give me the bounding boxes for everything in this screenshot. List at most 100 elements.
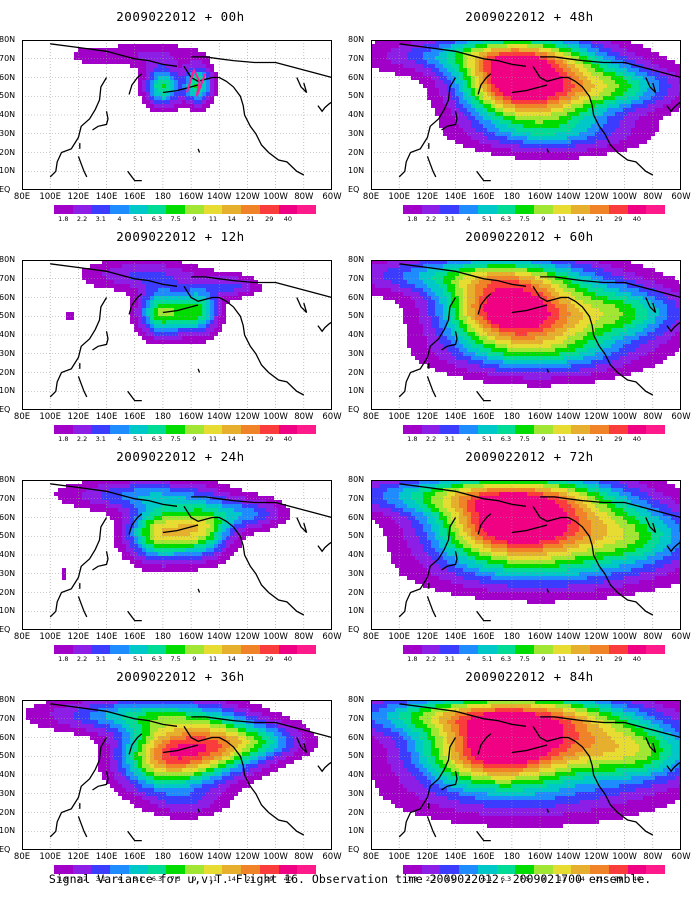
lat-label: 80N: [0, 35, 16, 44]
lat-label: 60N: [0, 512, 16, 522]
lat-label: EQ: [0, 405, 11, 414]
lon-label: 100E: [388, 192, 410, 202]
lat-label: 50N: [348, 311, 365, 321]
lat-label: 30N: [348, 348, 365, 358]
lat-label: 50N: [0, 531, 16, 541]
colorbar-cell: [627, 425, 647, 434]
colorbar-cell: [608, 865, 628, 874]
colorbar-tick: 40: [632, 655, 642, 663]
colorbar-tick: 14: [576, 875, 585, 883]
lon-label: 120E: [416, 192, 439, 202]
colorbar-cell: [222, 205, 242, 214]
colorbar-tick: 1.8: [58, 435, 69, 443]
colorbar: [403, 425, 666, 434]
colorbar-cell: [72, 205, 92, 214]
lon-label: 120W: [584, 632, 609, 642]
lon-label: 100E: [39, 852, 61, 862]
colorbar-cell: [496, 205, 516, 214]
lon-label: 60W: [671, 632, 691, 642]
lat-label: 30N: [348, 128, 365, 138]
colorbar-tick: 7.5: [519, 875, 530, 883]
lon-label: 100E: [388, 412, 410, 422]
forecast-panel: 2009022012 + 00h 80N 70N 60N 50N 40N 30N 20N 10N…: [0, 6, 353, 231]
lon-label: 120W: [584, 852, 609, 862]
colorbar-cell: [440, 205, 460, 214]
lat-label: 60N: [348, 732, 365, 742]
lon-label: 120E: [416, 412, 439, 422]
lat-label: 70N: [348, 53, 365, 63]
colorbar-tick: 29: [614, 875, 623, 883]
lat-label: 10N: [0, 166, 16, 176]
colorbar-cell: [147, 865, 167, 874]
colorbar-cell: [222, 645, 242, 654]
forecast-panel: 2009022012 + 84h 80N 70N 60N 50N 40N 30N 20N 10N…: [348, 666, 700, 891]
lon-label: 160E: [472, 632, 495, 642]
lat-label: 20N: [348, 367, 365, 377]
lat-label: 40N: [0, 550, 16, 559]
colorbar-tick: 1.8: [58, 655, 69, 663]
variance-map: [22, 480, 332, 630]
lon-label: 160E: [123, 852, 146, 862]
colorbar-cell: [278, 205, 298, 214]
lon-label: 80E: [13, 192, 31, 202]
lon-label: 180: [503, 632, 521, 642]
shaded-field: [66, 260, 262, 344]
colorbar-cell: [110, 425, 129, 434]
lon-label: 140W: [555, 192, 581, 202]
colorbar-cell: [297, 865, 317, 874]
variance-map: [371, 40, 681, 190]
colorbar-cell: [259, 645, 279, 654]
lon-label: 80W: [294, 192, 314, 202]
lon-label: 180: [154, 412, 172, 422]
lon-label: 120E: [67, 852, 90, 862]
lon-label: 100W: [263, 192, 288, 202]
colorbar-cell: [459, 205, 478, 214]
colorbar-cell: [646, 645, 666, 654]
lon-label: 160W: [527, 852, 553, 862]
colorbar-tick: 14: [576, 435, 585, 443]
colorbar-cell: [278, 645, 298, 654]
colorbar-tick: 7.5: [519, 435, 530, 443]
lat-label: EQ: [348, 185, 360, 194]
colorbar-cell: [403, 645, 422, 654]
lon-label: 160W: [527, 412, 553, 422]
lat-label: 80N: [348, 475, 365, 484]
lat-label: 30N: [348, 568, 365, 578]
lon-label: 140E: [444, 412, 467, 422]
colorbar-cell: [534, 645, 553, 654]
lon-label: 80E: [362, 412, 380, 422]
lon-label: 80E: [13, 852, 31, 862]
colorbar: [403, 205, 666, 214]
lon-label: 140E: [444, 852, 467, 862]
lat-label: 60N: [0, 72, 16, 82]
lat-label: 50N: [0, 311, 16, 321]
lon-label: 140W: [206, 852, 232, 862]
colorbar: [54, 865, 317, 874]
coastlines: [398, 263, 681, 402]
colorbar-cell: [110, 865, 129, 874]
colorbar-tick: 1.8: [58, 875, 69, 883]
lat-label: 30N: [0, 348, 16, 358]
colorbar-cell: [534, 865, 553, 874]
colorbar-cell: [91, 645, 111, 654]
colorbar-cell: [590, 205, 609, 214]
map-frame: [371, 40, 681, 190]
map-grid: [22, 40, 332, 190]
lat-label: 10N: [0, 826, 16, 836]
lat-label: 70N: [348, 273, 365, 283]
colorbar-cell: [459, 865, 478, 874]
lon-label: 80W: [294, 852, 314, 862]
colorbar-tick: 2.2: [425, 655, 437, 663]
colorbar-tick: 1.8: [407, 875, 418, 883]
colorbar-cell: [421, 865, 441, 874]
lon-label: 180: [503, 192, 521, 202]
colorbar-tick: 21: [595, 655, 604, 663]
colorbar-cell: [403, 205, 422, 214]
colorbar-cell: [421, 425, 441, 434]
lon-label: 100E: [388, 852, 410, 862]
lon-label: 100W: [612, 412, 637, 422]
colorbar-tick: 5.1: [482, 435, 493, 443]
lat-label: EQ: [0, 185, 11, 194]
colorbar-tick: 21: [595, 435, 604, 443]
shaded-field: [74, 44, 218, 112]
